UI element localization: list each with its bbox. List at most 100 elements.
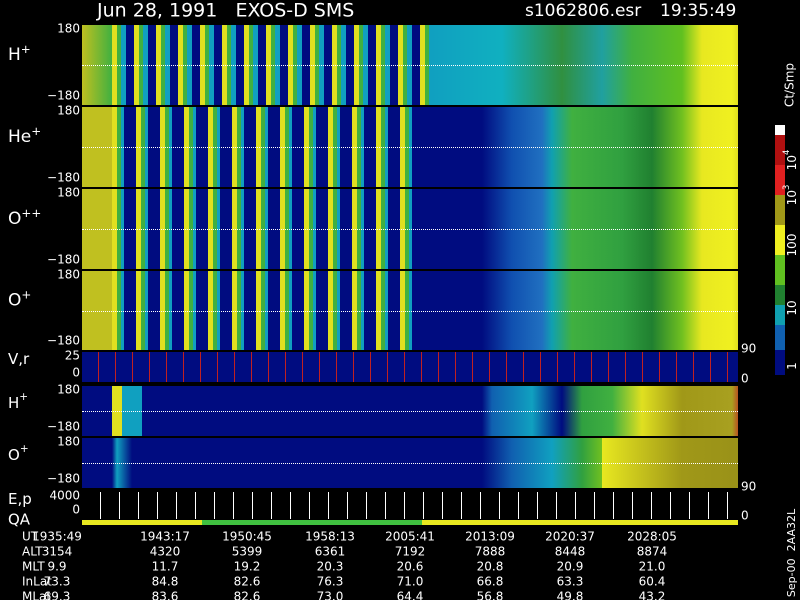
y-tick-label: −180 (47, 171, 80, 185)
y-tick-label: 4000 (49, 489, 80, 503)
colorbar-label-base: 10 (785, 155, 799, 170)
spectrogram-panel (82, 271, 738, 350)
colorbar-unit: Ct/Smp (783, 63, 797, 107)
colorbar-label-base: 1 (785, 362, 799, 370)
right-tick-label: 0 (741, 372, 749, 386)
row-label: UT (22, 530, 39, 544)
panel-label-base: E,p (8, 490, 32, 508)
row-label: MLat (22, 590, 51, 600)
table-cell: 71.0 (397, 575, 424, 589)
table-cell: 1935:49 (32, 530, 82, 544)
spectrogram-panel (82, 386, 738, 436)
y-tick-label: 25 (65, 349, 80, 363)
table-cell: 66.8 (477, 575, 504, 589)
colorbar-label-base: 100 (785, 234, 799, 257)
panel-label-base: O (8, 446, 20, 464)
spectrogram-panel (82, 189, 738, 269)
y-tick-label: 180 (57, 186, 80, 200)
table-cell: 9.9 (47, 560, 66, 574)
panel-label-sup: + (20, 443, 29, 455)
panel-label-base: He (8, 127, 31, 147)
table-cell: 64.4 (397, 590, 424, 600)
y-tick-label: −180 (47, 472, 80, 486)
table-cell: 56.8 (477, 590, 504, 600)
title: Jun 28, 1991 EXOS-D SMS (96, 0, 354, 22)
table-cell: 6361 (315, 545, 346, 559)
right-tick-label: 90 (741, 342, 756, 356)
panel-label-sup: + (21, 42, 31, 56)
center-line (82, 65, 738, 66)
spectrogram-panel (82, 107, 738, 187)
panel-label-sup: + (31, 124, 41, 138)
table-cell: 21.0 (639, 560, 666, 574)
y-tick-label: 180 (57, 383, 80, 397)
y-tick-label: 180 (57, 22, 80, 36)
table-cell: 1950:45 (222, 530, 272, 544)
table-cell: 84.8 (152, 575, 179, 589)
table-cell: 20.8 (477, 560, 504, 574)
panel-label-extra: QA (8, 511, 31, 529)
y-tick-label: −180 (47, 420, 80, 434)
color-bar (775, 125, 785, 375)
table-cell: 4320 (150, 545, 181, 559)
colorbar-label-base: 10 (785, 300, 799, 315)
table-cell: 7888 (475, 545, 506, 559)
table-cell: 11.7 (152, 560, 179, 574)
panel-label-sup: ++ (21, 206, 41, 220)
y-tick-label: 0 (72, 366, 80, 380)
panel-label-base: H (8, 45, 21, 65)
table-cell: 82.6 (234, 575, 261, 589)
table-cell: 3154 (42, 545, 73, 559)
panel-label: He+ (8, 124, 41, 148)
table-cell: 20.3 (317, 560, 344, 574)
footer-note: Sep-00 2AA32L (785, 508, 798, 597)
qa-strip (82, 520, 738, 525)
table-cell: 69.3 (44, 590, 71, 600)
colorbar-label-sup: 3 (781, 185, 791, 190)
table-cell: 20.6 (397, 560, 424, 574)
panel-label: O+ (8, 443, 29, 464)
row-label: InLat (22, 575, 52, 589)
row-label: ALT (22, 545, 43, 559)
table-cell: 76.3 (317, 575, 344, 589)
colorbar-label: 104 (781, 150, 799, 171)
file-time: 19:35:49 (660, 1, 736, 21)
table-cell: 73.3 (44, 575, 71, 589)
center-line (82, 310, 738, 312)
y-tick-label: −180 (47, 334, 80, 348)
spectrogram-panel (82, 352, 738, 382)
table-cell: 43.2 (639, 590, 666, 600)
table-cell: 8874 (637, 545, 668, 559)
panel-label-base: O (8, 209, 21, 229)
table-cell: 7192 (395, 545, 426, 559)
table-cell: 60.4 (639, 575, 666, 589)
panel-label: O++ (8, 206, 41, 230)
panel-label: H+ (8, 42, 31, 66)
row-label: MLT (22, 560, 45, 574)
table-cell: 73.0 (317, 590, 344, 600)
panel-label-base: V,r (8, 350, 30, 368)
colorbar-label-sup: 4 (781, 150, 791, 155)
center-line (82, 229, 738, 230)
table-cell: 8448 (555, 545, 586, 559)
panel-label-base: O (8, 291, 21, 311)
table-cell: 82.6 (234, 590, 261, 600)
table-cell: 49.8 (557, 590, 584, 600)
y-tick-label: −180 (47, 89, 80, 103)
right-tick-label: 0 (741, 509, 749, 523)
y-tick-label: 180 (57, 435, 80, 449)
table-cell: 5399 (232, 545, 263, 559)
colorbar-label-base: 10 (785, 190, 799, 205)
table-cell: 19.2 (234, 560, 261, 574)
table-cell: 63.3 (557, 575, 584, 589)
table-cell: 2028:05 (627, 530, 677, 544)
table-cell: 2005:41 (385, 530, 435, 544)
panel-label-sup: + (19, 391, 28, 403)
table-cell: 1943:17 (140, 530, 190, 544)
table-cell: 1958:13 (305, 530, 355, 544)
table-cell: 2020:37 (545, 530, 595, 544)
right-tick-label: 90 (741, 480, 756, 494)
table-cell: 20.9 (557, 560, 584, 574)
